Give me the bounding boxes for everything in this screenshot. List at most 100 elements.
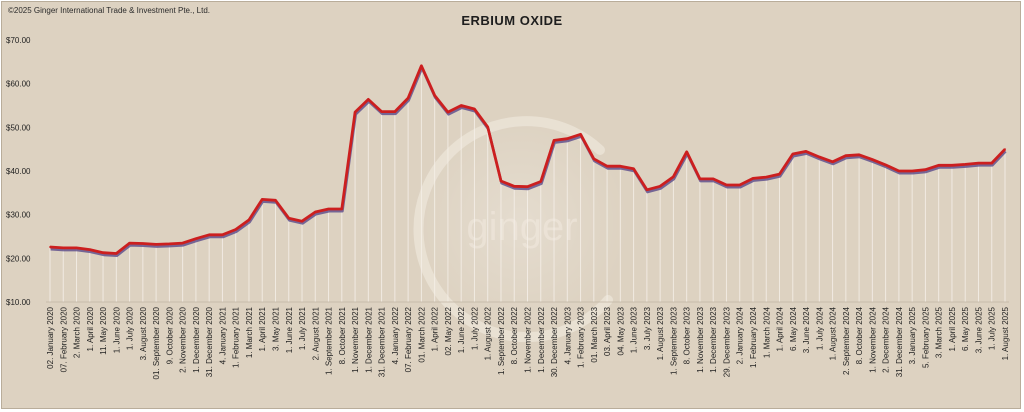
data-point bbox=[858, 153, 860, 156]
ginger-watermark: ginger bbox=[410, 112, 630, 343]
x-tick-label: 1. February 2023 bbox=[577, 306, 586, 367]
x-tick-label: 31. December 2021 bbox=[378, 306, 387, 377]
x-tick-label: 1. April 2024 bbox=[776, 306, 785, 351]
data-point bbox=[234, 228, 237, 231]
x-tick-label: 2. September 2024 bbox=[842, 306, 851, 375]
data-point bbox=[128, 242, 131, 244]
data-point bbox=[592, 157, 595, 160]
data-point bbox=[884, 163, 887, 166]
x-tick-label: 1. August 2022 bbox=[484, 306, 493, 360]
data-point bbox=[672, 175, 675, 178]
x-tick-label: 02. May 2022 bbox=[444, 306, 453, 355]
x-tick-label: 1. July 2021 bbox=[298, 306, 307, 350]
y-tick-label: $60.00 bbox=[6, 80, 31, 89]
x-tick-label: 1. August 2023 bbox=[656, 306, 665, 360]
data-point bbox=[645, 188, 648, 191]
data-point bbox=[619, 165, 622, 168]
x-tick-label: 1. August 2024 bbox=[829, 306, 838, 360]
data-point bbox=[526, 185, 529, 188]
x-tick-label: 1. December 2021 bbox=[364, 306, 373, 372]
data-point bbox=[115, 252, 118, 255]
x-tick-label: 1. November 2022 bbox=[524, 306, 533, 372]
data-point bbox=[699, 177, 701, 180]
data-point bbox=[566, 137, 569, 140]
data-point bbox=[486, 125, 489, 128]
x-tick-label: 6. May 2024 bbox=[789, 306, 798, 351]
data-point bbox=[354, 111, 356, 113]
data-point bbox=[102, 251, 104, 254]
x-tick-label: 1. April 2020 bbox=[86, 306, 95, 351]
data-point bbox=[62, 246, 65, 249]
data-point bbox=[301, 220, 303, 223]
data-point bbox=[778, 173, 781, 175]
data-point bbox=[818, 156, 821, 158]
data-point bbox=[539, 180, 542, 183]
x-tick-label: 1. February 2024 bbox=[749, 306, 758, 367]
x-tick-label: 1. July 2022 bbox=[470, 306, 479, 350]
x-tick-label: 2. March 2020 bbox=[73, 306, 82, 358]
data-point bbox=[49, 246, 51, 248]
x-tick-label: 11. May 2020 bbox=[99, 306, 108, 354]
x-tick-label: 02. January 2020 bbox=[46, 306, 55, 368]
data-point bbox=[977, 162, 980, 165]
x-tick-label: 1. June 2022 bbox=[457, 306, 466, 353]
data-point bbox=[831, 160, 834, 163]
data-point bbox=[725, 184, 728, 186]
x-tick-label: 1. August 2025 bbox=[1001, 306, 1010, 360]
x-tick-label: 2. January 2024 bbox=[736, 306, 745, 364]
data-point bbox=[871, 158, 874, 161]
data-point bbox=[685, 150, 688, 153]
chart-title: ERBIUM OXIDE bbox=[461, 13, 563, 28]
x-tick-label: 1. June 2023 bbox=[630, 306, 639, 353]
data-point bbox=[473, 108, 476, 110]
data-point bbox=[765, 176, 768, 179]
x-tick-label: 1. November 2021 bbox=[351, 306, 360, 372]
data-point bbox=[844, 154, 847, 157]
data-point bbox=[168, 243, 171, 245]
x-tick-label: 4. January 2021 bbox=[218, 306, 227, 364]
data-point bbox=[791, 153, 794, 155]
y-tick-label: $20.00 bbox=[6, 254, 31, 263]
x-tick-label: 3. March 2025 bbox=[935, 306, 944, 358]
x-tick-label: 8. October 2022 bbox=[510, 306, 519, 364]
x-tick-label: 1. December 2023 bbox=[709, 306, 718, 372]
x-tick-label: 9. October 2020 bbox=[165, 306, 174, 364]
data-point bbox=[964, 163, 967, 166]
y-tick-label: $40.00 bbox=[6, 167, 31, 176]
y-tick-label: $10.00 bbox=[6, 298, 31, 307]
x-tick-label: 03. April 2023 bbox=[603, 306, 612, 355]
data-point bbox=[632, 167, 635, 170]
data-point bbox=[513, 185, 516, 188]
data-point bbox=[805, 150, 807, 153]
data-point bbox=[433, 94, 436, 97]
data-point bbox=[420, 64, 423, 67]
x-tick-label: 1. April 2021 bbox=[258, 306, 267, 351]
data-point bbox=[141, 242, 144, 245]
data-point bbox=[393, 110, 396, 113]
x-tick-label: 2. November 2020 bbox=[179, 306, 188, 372]
x-tick-label: 3. June 2024 bbox=[802, 306, 811, 353]
data-point bbox=[287, 217, 290, 220]
watermark-text: ginger bbox=[466, 205, 577, 249]
x-tick-label: 5. February 2025 bbox=[921, 306, 930, 367]
x-tick-label: 8. October 2024 bbox=[855, 306, 864, 364]
x-tick-label: 1. July 2025 bbox=[988, 306, 997, 350]
data-point bbox=[1004, 148, 1006, 151]
data-point bbox=[659, 185, 662, 188]
x-tick-label: 4. January 2023 bbox=[563, 306, 572, 364]
x-tick-label: 1. September 2021 bbox=[325, 306, 334, 375]
x-tick-label: 04. May 2023 bbox=[616, 306, 625, 355]
data-point bbox=[738, 184, 741, 186]
x-tick-label: 1. June 2021 bbox=[285, 306, 294, 353]
data-point bbox=[314, 211, 317, 213]
data-point bbox=[88, 248, 91, 251]
data-point bbox=[447, 111, 449, 113]
x-tick-label: 29. December 2023 bbox=[722, 306, 731, 377]
x-tick-label: 2. August 2021 bbox=[311, 306, 320, 360]
data-point bbox=[752, 177, 754, 180]
data-point bbox=[990, 162, 993, 165]
x-tick-label: 3. July 2023 bbox=[643, 306, 652, 350]
x-tick-label: 01. September 2020 bbox=[152, 306, 161, 379]
x-tick-label: 01. March 2022 bbox=[417, 306, 426, 362]
